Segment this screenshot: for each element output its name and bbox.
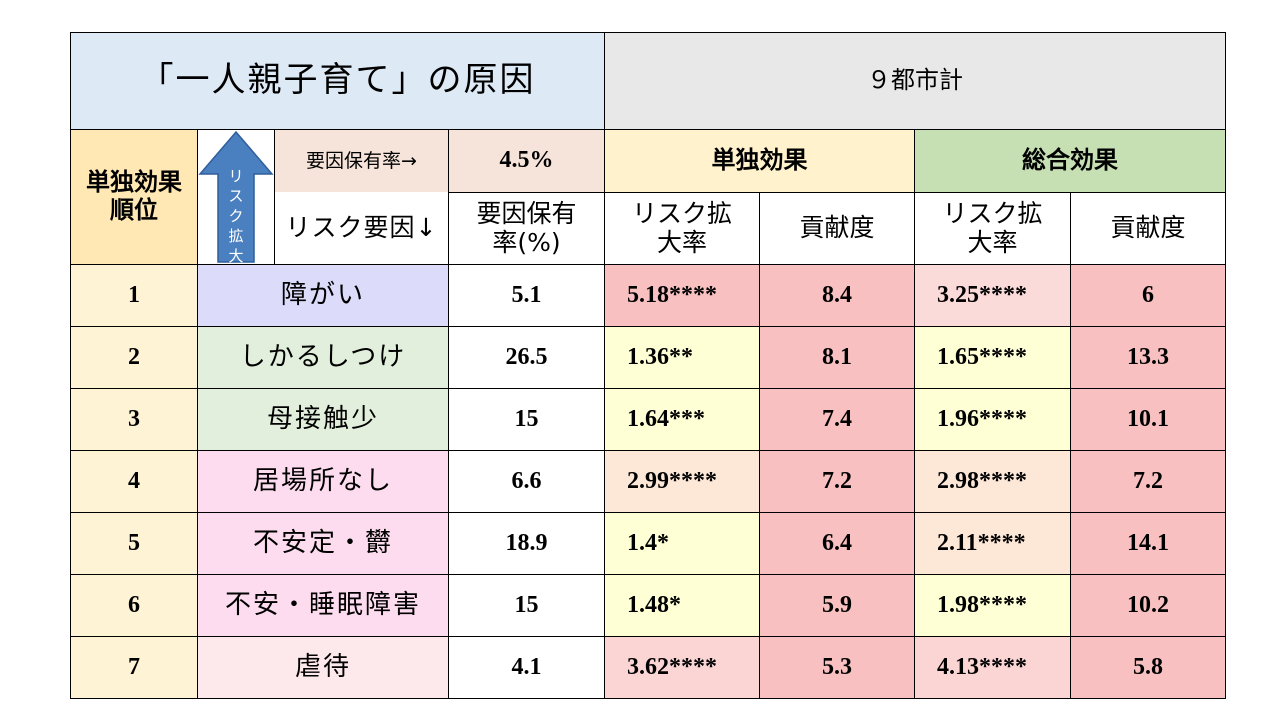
single-risk-ratio-cell: 1.48*	[604, 574, 760, 637]
single-contribution-cell: 6.4	[759, 512, 915, 575]
single-contribution-cell: 7.4	[759, 388, 915, 451]
prevalence-cell: 4.1	[448, 636, 605, 699]
rank-cell: 2	[70, 326, 198, 389]
prevalence-cell: 6.6	[448, 450, 605, 513]
rank-cell: 3	[70, 388, 198, 451]
single-effect-header: 単独効果	[604, 129, 915, 193]
risk-increase-arrow: リスク拡大	[197, 129, 275, 265]
total-risk-ratio-cell: 4.13****	[914, 636, 1071, 699]
region-label: ９都市計	[604, 32, 1226, 130]
rank-header: 単独効果 順位	[70, 129, 198, 265]
single-contribution-cell: 5.9	[759, 574, 915, 637]
up-arrow-icon	[198, 130, 274, 263]
risk-factor-table: 「一人親子育て」の原因 ９都市計 単独効果 順位 要因保有率→ 4.5% 単独効…	[70, 32, 1226, 699]
risk-factor-cell: 不安・睡眠障害	[197, 574, 449, 637]
total-risk-ratio-header: リスク拡 大率	[914, 192, 1071, 265]
rank-cell: 6	[70, 574, 198, 637]
risk-factor-cell: 障がい	[197, 264, 449, 327]
single-contribution-cell: 8.1	[759, 326, 915, 389]
total-effect-header: 総合効果	[914, 129, 1226, 193]
single-contribution-header: 貢献度	[759, 192, 915, 265]
single-risk-ratio-cell: 3.62****	[604, 636, 760, 699]
total-contribution-cell: 13.3	[1070, 326, 1226, 389]
risk-factor-header: リスク要因↓	[274, 192, 449, 265]
single-risk-ratio-header: リスク拡 大率	[604, 192, 760, 265]
single-contribution-cell: 5.3	[759, 636, 915, 699]
prevalence-cell: 18.9	[448, 512, 605, 575]
rank-cell: 7	[70, 636, 198, 699]
total-risk-ratio-cell: 2.11****	[914, 512, 1071, 575]
total-risk-ratio-cell: 2.98****	[914, 450, 1071, 513]
total-contribution-cell: 5.8	[1070, 636, 1226, 699]
total-risk-ratio-cell: 1.98****	[914, 574, 1071, 637]
single-risk-ratio-cell: 1.64***	[604, 388, 760, 451]
single-risk-ratio-cell: 5.18****	[604, 264, 760, 327]
single-risk-ratio-cell: 1.36**	[604, 326, 760, 389]
total-contribution-cell: 6	[1070, 264, 1226, 327]
total-risk-ratio-cell: 3.25****	[914, 264, 1071, 327]
risk-factor-cell: 不安定・欝	[197, 512, 449, 575]
total-risk-ratio-cell: 1.65****	[914, 326, 1071, 389]
total-contribution-cell: 10.2	[1070, 574, 1226, 637]
prevalence-column-header: 要因保有 率(%)	[448, 192, 605, 265]
rank-cell: 4	[70, 450, 198, 513]
table-title: 「一人親子育て」の原因	[70, 32, 605, 130]
rank-cell: 1	[70, 264, 198, 327]
prevalence-cell: 26.5	[448, 326, 605, 389]
total-contribution-header: 貢献度	[1070, 192, 1226, 265]
total-contribution-cell: 7.2	[1070, 450, 1226, 513]
arrow-label: リスク拡大	[228, 167, 244, 265]
prevalence-cell: 15	[448, 574, 605, 637]
total-risk-ratio-cell: 1.96****	[914, 388, 1071, 451]
single-contribution-cell: 7.2	[759, 450, 915, 513]
prevalence-cell: 15	[448, 388, 605, 451]
risk-factor-cell: 虐待	[197, 636, 449, 699]
total-contribution-cell: 14.1	[1070, 512, 1226, 575]
prevalence-cell: 5.1	[448, 264, 605, 327]
single-risk-ratio-cell: 1.4*	[604, 512, 760, 575]
single-contribution-cell: 8.4	[759, 264, 915, 327]
risk-factor-cell: 母接触少	[197, 388, 449, 451]
risk-factor-cell: 居場所なし	[197, 450, 449, 513]
total-contribution-cell: 10.1	[1070, 388, 1226, 451]
prevalence-total: 4.5%	[448, 129, 605, 193]
single-risk-ratio-cell: 2.99****	[604, 450, 760, 513]
prevalence-arrow-label: 要因保有率→	[274, 129, 449, 193]
rank-cell: 5	[70, 512, 198, 575]
risk-factor-cell: しかるしつけ	[197, 326, 449, 389]
